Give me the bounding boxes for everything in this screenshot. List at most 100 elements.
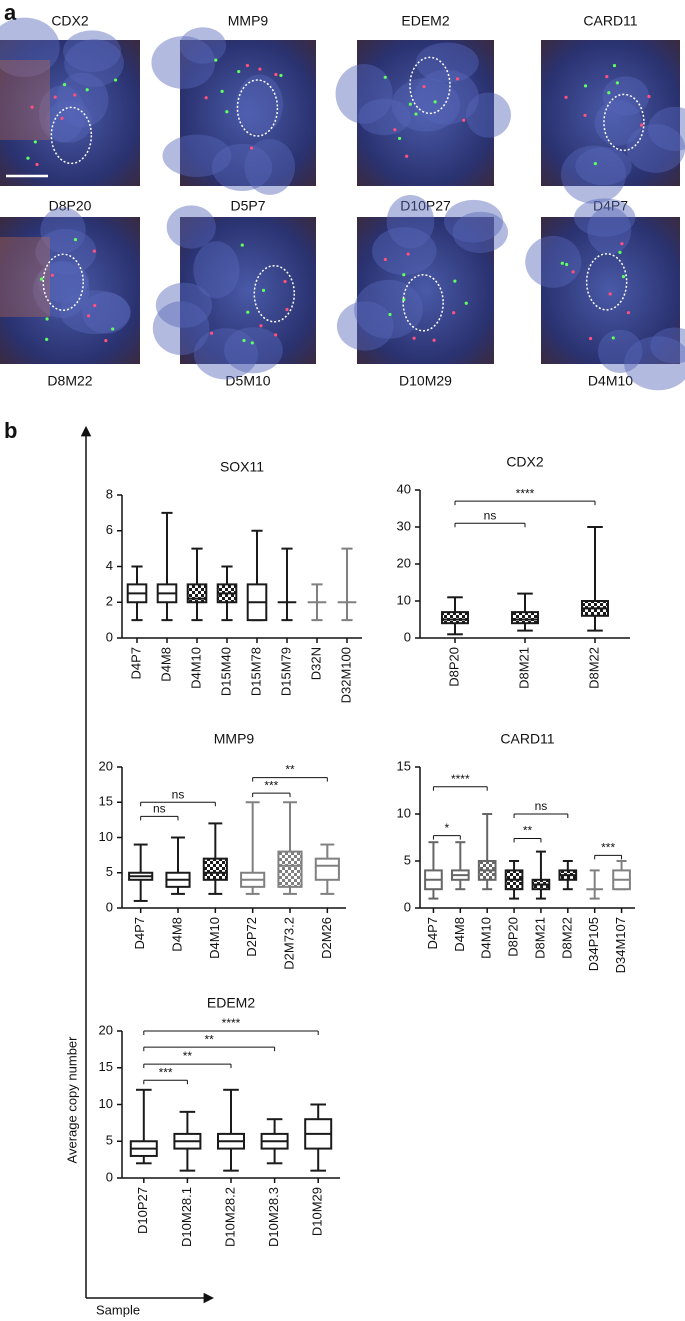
signal-dot: [30, 105, 34, 109]
signal-dot: [608, 292, 612, 296]
significance-label: *: [445, 821, 450, 835]
x-tick-label: D8P20: [506, 917, 521, 957]
box: [277, 850, 303, 888]
image-label: D5P7: [230, 198, 265, 214]
signal-dot: [250, 341, 254, 345]
signal-dot: [85, 88, 89, 92]
signal-dot: [111, 327, 115, 331]
signal-dot: [571, 270, 575, 274]
signal-dot: [259, 324, 263, 328]
signal-dot: [285, 307, 289, 312]
nucleus: [33, 261, 90, 318]
significance-label: ****: [451, 772, 470, 786]
y-tick-label: 15: [99, 1059, 113, 1074]
y-tick-label: 5: [106, 1133, 113, 1148]
significance-label: **: [285, 763, 295, 777]
signal-dot: [615, 81, 619, 85]
nucleus: [0, 17, 60, 77]
significance-label: ns: [153, 802, 166, 816]
signal-dot: [279, 73, 283, 78]
nucleus: [354, 279, 423, 339]
y-tick-label: 15: [397, 758, 411, 773]
image-label: D8M22: [47, 373, 92, 389]
x-axis-title: Sample: [96, 1302, 140, 1317]
signal-dot: [204, 96, 208, 100]
x-tick-label: D4P7: [128, 647, 143, 680]
image-label: D4P7: [593, 198, 628, 214]
y-tick-label: 0: [106, 899, 113, 914]
y-tick-label: 30: [397, 518, 411, 533]
signal-dot: [274, 72, 278, 77]
signal-dot: [621, 275, 626, 279]
nucleus: [37, 260, 89, 303]
nucleus: [574, 198, 636, 237]
box: [202, 857, 228, 881]
significance-label: ***: [264, 778, 278, 792]
nucleus: [525, 235, 582, 288]
x-tick-label: D10P27: [135, 1187, 150, 1234]
signal-dot: [73, 237, 78, 242]
x-tick-label: D4M10: [188, 647, 203, 689]
signal-dot: [611, 336, 615, 340]
nucleus: [358, 98, 411, 136]
signal-dot: [588, 336, 593, 341]
x-tick-label: D4M8: [158, 647, 173, 682]
image-bg: [0, 217, 140, 364]
signal-dot: [73, 93, 77, 97]
x-tick-label: D15M79: [278, 647, 293, 696]
x-tick-label: D4M10: [207, 917, 222, 959]
nucleus: [193, 328, 258, 380]
x-tick-label: D4M8: [169, 917, 184, 952]
cytoplasm: [0, 60, 50, 140]
image-label: CARD11: [583, 13, 637, 29]
image-bg: [357, 40, 494, 186]
chart-title: EDEM2: [207, 995, 255, 1011]
panel-label: a: [4, 0, 17, 25]
signal-dot: [408, 102, 412, 106]
signal-dot: [433, 100, 437, 104]
signal-dot: [261, 288, 266, 292]
x-tick-label: D4P7: [132, 917, 147, 950]
image-bg: [357, 217, 494, 364]
signal-dot: [406, 252, 410, 256]
nucleus: [594, 100, 643, 146]
x-tick-label: D2M73.2: [281, 917, 296, 970]
x-tick-label: D10M28.3: [266, 1187, 281, 1247]
y-axis-title: Average copy number: [64, 1036, 79, 1164]
significance-label: ****: [516, 486, 535, 500]
x-tick-label: D32N: [308, 647, 323, 680]
nucleus: [626, 124, 685, 173]
micrograph: [0, 207, 140, 364]
nucleus: [193, 241, 240, 299]
x-tick-label: D34M107: [613, 917, 628, 973]
nucleus: [244, 138, 296, 195]
y-tick-label: 10: [99, 829, 113, 844]
nucleus: [152, 301, 210, 356]
nucleus: [162, 134, 232, 177]
significance-label: ns: [484, 508, 497, 522]
nucleus: [624, 336, 685, 391]
nucleus: [386, 194, 435, 249]
nucleus: [166, 205, 216, 249]
signal-dot: [209, 331, 214, 335]
cytoplasm: [0, 237, 50, 317]
signal-dot: [60, 116, 64, 120]
x-tick-label: D15M40: [218, 647, 233, 696]
y-tick-label: 0: [404, 899, 411, 914]
micrograph: [335, 40, 511, 186]
image-label: CDX2: [51, 13, 89, 29]
signal-dot: [593, 162, 597, 166]
image-bg: [180, 217, 316, 364]
nucleus: [35, 228, 97, 275]
signal-dot: [612, 63, 617, 68]
signal-dot: [618, 250, 622, 254]
image-bg: [541, 40, 680, 186]
nucleus-outline: [253, 264, 296, 323]
nucleus: [391, 78, 461, 132]
signal-dot: [240, 243, 244, 247]
x-tick-label: D8P20: [446, 647, 461, 687]
nucleus-outline: [50, 106, 93, 165]
nucleus: [151, 36, 216, 89]
signal-dot: [462, 118, 466, 122]
